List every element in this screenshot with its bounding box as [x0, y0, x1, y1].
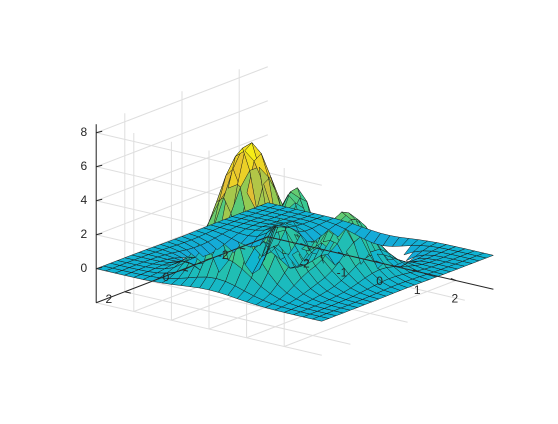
x-tick-label: 1: [414, 283, 421, 297]
x-tick-label: 0: [376, 274, 383, 288]
gridline-y-floor: [124, 291, 351, 345]
axes: 0 2 4 6 8 -2 0 2 -2 -1 0 1 2: [81, 124, 494, 306]
box-edge-floor-back: [96, 302, 322, 356]
z-tick: [96, 130, 103, 134]
x-tick: [413, 269, 419, 273]
z-tick: [96, 232, 103, 236]
y-tick-label: 2: [105, 292, 112, 306]
z-tick: [96, 266, 103, 270]
z-tick-label: 0: [81, 261, 88, 275]
x-tick-label: -1: [337, 265, 348, 279]
x-tick: [300, 243, 306, 246]
z-tick-label: 2: [81, 227, 88, 241]
x-tick-label: -2: [299, 257, 310, 271]
x-tick-label: 2: [451, 292, 458, 306]
y-tick-label: 0: [163, 270, 170, 284]
z-tick-label: 4: [81, 193, 88, 207]
y-tick: [239, 247, 246, 250]
surface-mesh: [95, 142, 494, 322]
y-tick: [124, 291, 131, 294]
x-tick: [375, 260, 381, 264]
z-tick: [96, 198, 103, 202]
z-tick: [96, 164, 103, 168]
z-tick-label: 8: [81, 125, 88, 139]
x-tick: [450, 278, 456, 281]
x-tick: [337, 251, 344, 255]
y-tick: [181, 269, 189, 272]
y-tick-label: -2: [218, 248, 229, 262]
surface-patch: [476, 252, 494, 259]
z-tick-label: 6: [81, 159, 88, 173]
